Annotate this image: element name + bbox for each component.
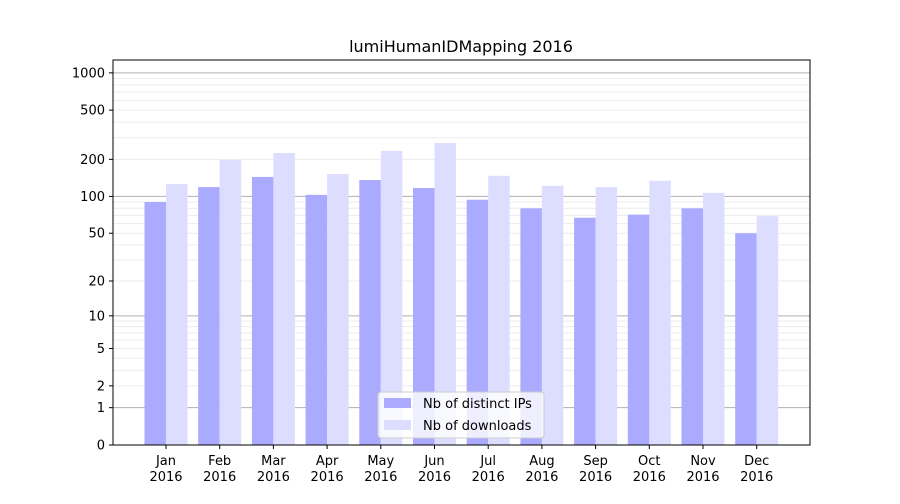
x-tick-label: Sep 2016 bbox=[579, 454, 612, 485]
y-tick-label: 2 bbox=[97, 379, 105, 394]
chart-title: lumiHumanIDMapping 2016 bbox=[349, 37, 573, 56]
x-tick-label: Feb 2016 bbox=[203, 454, 236, 485]
bar-downloads bbox=[649, 180, 671, 445]
bar-downloads bbox=[434, 143, 456, 445]
y-tick-label: 200 bbox=[80, 153, 105, 168]
legend: Nb of distinct IPs Nb of downloads bbox=[377, 391, 545, 439]
x-tick-label: Jun 2016 bbox=[418, 454, 451, 485]
x-tick-label: May 2016 bbox=[364, 454, 397, 485]
y-tick-label: 5 bbox=[97, 342, 105, 357]
bar-distinct-ips bbox=[251, 176, 274, 445]
x-axis: Jan 2016 Feb 2016 Mar 2016 Apr 2016 May 2016 Jun 20… bbox=[149, 445, 773, 485]
bar-distinct-ips bbox=[735, 233, 757, 445]
bar-distinct-ips bbox=[681, 208, 703, 445]
legend-swatch-ips bbox=[384, 398, 411, 408]
y-axis: 0 1 2 5 10 20 50 100 200 500 1000 bbox=[72, 66, 113, 454]
y-tick-label: 1000 bbox=[72, 66, 105, 81]
x-tick-label: Mar 2016 bbox=[257, 454, 290, 485]
bar-downloads bbox=[541, 185, 564, 446]
legend-swatch-downloads bbox=[384, 420, 411, 430]
bar-downloads bbox=[273, 153, 295, 445]
bar-downloads bbox=[219, 159, 242, 445]
bar-downloads bbox=[756, 216, 779, 445]
bar-downloads bbox=[488, 175, 510, 445]
bar-downloads bbox=[595, 187, 618, 445]
x-tick-label: Aug 2016 bbox=[525, 454, 558, 485]
y-tick-label: 1 bbox=[97, 401, 105, 416]
bar-downloads bbox=[703, 192, 725, 445]
bar-distinct-ips bbox=[413, 188, 435, 445]
bar-distinct-ips bbox=[144, 202, 166, 445]
legend-label-ips: Nb of distinct IPs bbox=[423, 397, 532, 412]
bar-distinct-ips bbox=[466, 199, 489, 445]
bar-distinct-ips bbox=[574, 217, 596, 445]
y-tick-label: 100 bbox=[80, 190, 105, 205]
y-tick-label: 10 bbox=[88, 309, 105, 324]
bar-distinct-ips bbox=[359, 179, 381, 445]
bars bbox=[144, 143, 779, 446]
x-tick-label: Dec 2016 bbox=[740, 454, 773, 485]
y-tick-label: 50 bbox=[88, 227, 105, 242]
x-tick-label: Apr 2016 bbox=[311, 454, 344, 485]
x-tick-label: Jan 2016 bbox=[149, 454, 182, 485]
bar-downloads bbox=[327, 174, 349, 445]
legend-label-downloads: Nb of downloads bbox=[423, 419, 532, 434]
bar-distinct-ips bbox=[627, 214, 650, 445]
bar-downloads bbox=[166, 184, 188, 446]
x-tick-label: Nov 2016 bbox=[686, 454, 719, 485]
bar-distinct-ips bbox=[305, 194, 328, 445]
bar-distinct-ips bbox=[520, 208, 542, 445]
y-tick-label: 0 bbox=[97, 439, 105, 454]
x-tick-label: Oct 2016 bbox=[633, 454, 666, 485]
y-tick-label: 20 bbox=[88, 275, 105, 290]
x-tick-label: Jul 2016 bbox=[472, 454, 505, 485]
bar-distinct-ips bbox=[198, 187, 220, 445]
bar-downloads bbox=[380, 150, 403, 445]
y-tick-label: 500 bbox=[80, 104, 105, 119]
axes-frame bbox=[112, 59, 811, 446]
